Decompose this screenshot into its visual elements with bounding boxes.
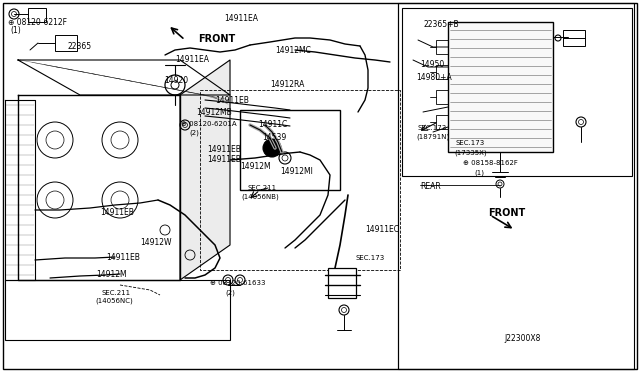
Text: 22365: 22365 <box>68 42 92 51</box>
Text: SEC.173: SEC.173 <box>418 125 447 131</box>
Bar <box>55 35 77 51</box>
Polygon shape <box>180 60 230 280</box>
Bar <box>328 268 356 298</box>
Text: (14056NC): (14056NC) <box>95 298 132 305</box>
Text: 14920: 14920 <box>164 76 188 85</box>
Polygon shape <box>5 100 35 280</box>
Bar <box>436 115 448 129</box>
Text: (1): (1) <box>10 26 20 35</box>
Bar <box>436 90 448 104</box>
Text: (14056NB): (14056NB) <box>241 193 279 199</box>
Bar <box>563 30 585 46</box>
Text: 14950: 14950 <box>420 60 444 69</box>
Text: SEC.173: SEC.173 <box>355 255 384 261</box>
Text: 14911EC: 14911EC <box>365 225 399 234</box>
Text: ⊕ 08120-61633: ⊕ 08120-61633 <box>210 280 266 286</box>
Text: 14912M: 14912M <box>96 270 127 279</box>
Text: J22300X8: J22300X8 <box>504 334 540 343</box>
Bar <box>402 8 632 176</box>
Bar <box>240 110 340 190</box>
Text: ⊕ 08158-8162F: ⊕ 08158-8162F <box>463 160 518 166</box>
Bar <box>448 22 553 152</box>
Text: 14912M: 14912M <box>240 162 271 171</box>
Text: 14911EA: 14911EA <box>175 55 209 64</box>
Circle shape <box>263 139 281 157</box>
Text: FRONT: FRONT <box>488 208 525 218</box>
Bar <box>5 280 230 340</box>
Text: ⊕ 08120-6201A: ⊕ 08120-6201A <box>181 121 237 127</box>
Text: (18791N): (18791N) <box>416 134 449 141</box>
Text: 22365+B: 22365+B <box>424 20 460 29</box>
Text: 14912RA: 14912RA <box>270 80 305 89</box>
Bar <box>28 8 46 22</box>
Text: 14539: 14539 <box>262 133 286 142</box>
Text: REAR: REAR <box>420 182 441 191</box>
Bar <box>436 40 448 54</box>
Text: 14911EB: 14911EB <box>207 145 241 154</box>
Text: 14911EB: 14911EB <box>207 155 241 164</box>
Text: (2): (2) <box>189 130 199 137</box>
Text: SEC.173: SEC.173 <box>456 140 485 146</box>
Text: 14912MI: 14912MI <box>280 167 313 176</box>
Text: ⊕ 08120-6212F: ⊕ 08120-6212F <box>8 18 67 27</box>
Text: SEC.211: SEC.211 <box>248 185 277 191</box>
Text: 14912MB: 14912MB <box>196 108 232 117</box>
Text: 14911C: 14911C <box>258 120 287 129</box>
Text: FRONT: FRONT <box>198 34 236 44</box>
Polygon shape <box>18 95 180 280</box>
Polygon shape <box>18 60 230 95</box>
Bar <box>436 65 448 79</box>
Bar <box>398 3 634 369</box>
Text: 14911EB: 14911EB <box>106 253 140 262</box>
Text: (2): (2) <box>225 290 235 296</box>
Text: 14912MC: 14912MC <box>275 46 311 55</box>
Text: (1): (1) <box>474 169 484 176</box>
Text: SEC.211: SEC.211 <box>101 290 130 296</box>
Text: 14980+A: 14980+A <box>416 73 452 82</box>
Text: 14911EB: 14911EB <box>100 208 134 217</box>
Text: 14911EA: 14911EA <box>224 14 258 23</box>
Text: (17335X): (17335X) <box>454 149 486 155</box>
Text: 14912W: 14912W <box>140 238 172 247</box>
Bar <box>200 90 400 270</box>
Text: 14911EB: 14911EB <box>215 96 249 105</box>
